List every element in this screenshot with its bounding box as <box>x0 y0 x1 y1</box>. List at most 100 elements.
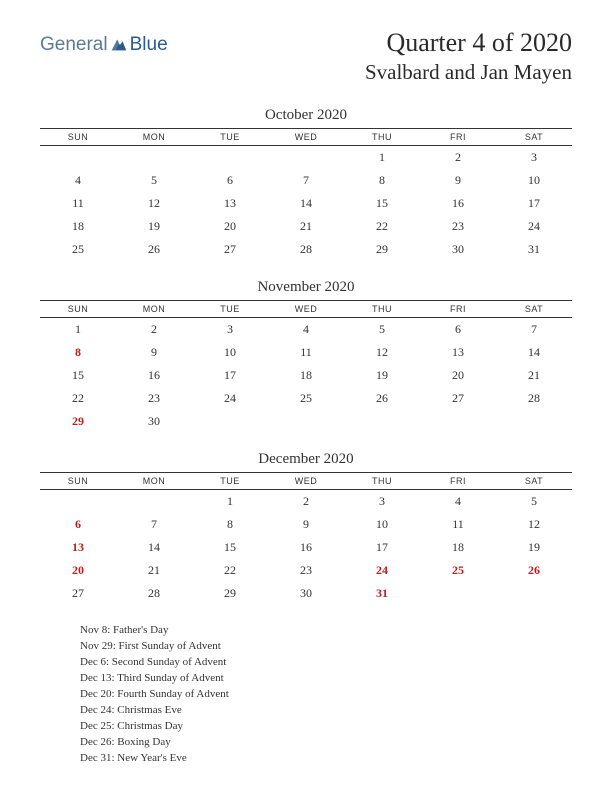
day-cell: 3 <box>496 146 572 170</box>
day-header: WED <box>268 129 344 146</box>
day-cell: 29 <box>192 582 268 605</box>
day-cell <box>344 410 420 433</box>
day-cell: 21 <box>496 364 572 387</box>
day-cell: 20 <box>420 364 496 387</box>
day-cell: 26 <box>116 238 192 261</box>
day-header: MON <box>116 301 192 318</box>
title-block: Quarter 4 of 2020 Svalbard and Jan Mayen <box>365 28 572 85</box>
day-cell: 6 <box>192 169 268 192</box>
day-cell: 15 <box>192 536 268 559</box>
day-cell: 5 <box>116 169 192 192</box>
day-cell: 16 <box>420 192 496 215</box>
day-cell: 15 <box>344 192 420 215</box>
day-cell: 5 <box>344 318 420 342</box>
day-cell: 22 <box>192 559 268 582</box>
day-cell: 29 <box>344 238 420 261</box>
day-header: THU <box>344 301 420 318</box>
day-cell: 30 <box>268 582 344 605</box>
day-cell: 3 <box>192 318 268 342</box>
day-cell: 30 <box>420 238 496 261</box>
day-cell: 13 <box>40 536 116 559</box>
day-cell: 6 <box>420 318 496 342</box>
logo: General Blue <box>40 34 168 56</box>
day-cell: 12 <box>344 341 420 364</box>
day-cell: 17 <box>344 536 420 559</box>
day-cell: 8 <box>40 341 116 364</box>
day-cell: 23 <box>420 215 496 238</box>
day-cell: 8 <box>344 169 420 192</box>
day-cell: 9 <box>116 341 192 364</box>
day-cell: 18 <box>420 536 496 559</box>
day-cell: 9 <box>268 513 344 536</box>
day-header: SAT <box>496 129 572 146</box>
holiday-entry: Dec 20: Fourth Sunday of Advent <box>80 687 572 703</box>
calendar-grid: SUNMONTUEWEDTHUFRISAT1234567891011121314… <box>40 472 572 605</box>
holidays-list: Nov 8: Father's DayNov 29: First Sunday … <box>40 623 572 766</box>
day-header: SAT <box>496 473 572 490</box>
page-title: Quarter 4 of 2020 <box>365 28 572 58</box>
month-block: October 2020SUNMONTUEWEDTHUFRISAT1234567… <box>40 107 572 261</box>
day-cell: 13 <box>420 341 496 364</box>
holiday-entry: Dec 26: Boxing Day <box>80 735 572 751</box>
day-cell: 17 <box>192 364 268 387</box>
day-cell: 11 <box>40 192 116 215</box>
day-header: THU <box>344 473 420 490</box>
months-container: October 2020SUNMONTUEWEDTHUFRISAT1234567… <box>40 107 572 605</box>
day-cell: 12 <box>116 192 192 215</box>
day-cell: 29 <box>40 410 116 433</box>
day-header: FRI <box>420 473 496 490</box>
day-cell: 26 <box>496 559 572 582</box>
day-cell <box>192 410 268 433</box>
day-header: SUN <box>40 473 116 490</box>
day-cell: 14 <box>116 536 192 559</box>
logo-text-general: General <box>40 34 108 56</box>
day-cell: 5 <box>496 490 572 514</box>
day-cell: 1 <box>40 318 116 342</box>
day-cell: 4 <box>420 490 496 514</box>
day-cell: 16 <box>116 364 192 387</box>
day-cell <box>40 490 116 514</box>
day-cell: 24 <box>192 387 268 410</box>
day-cell: 21 <box>116 559 192 582</box>
holiday-entry: Dec 31: New Year's Eve <box>80 751 572 767</box>
day-cell: 2 <box>420 146 496 170</box>
day-cell: 22 <box>40 387 116 410</box>
day-cell: 21 <box>268 215 344 238</box>
holiday-entry: Nov 29: First Sunday of Advent <box>80 639 572 655</box>
day-cell: 10 <box>496 169 572 192</box>
day-cell: 14 <box>268 192 344 215</box>
holiday-entry: Dec 13: Third Sunday of Advent <box>80 671 572 687</box>
day-header: SUN <box>40 301 116 318</box>
day-cell: 27 <box>40 582 116 605</box>
day-cell <box>116 146 192 170</box>
day-cell: 12 <box>496 513 572 536</box>
logo-text-blue: Blue <box>130 34 168 56</box>
holiday-entry: Dec 6: Second Sunday of Advent <box>80 655 572 671</box>
day-cell: 15 <box>40 364 116 387</box>
day-cell <box>268 410 344 433</box>
day-cell: 30 <box>116 410 192 433</box>
day-cell: 9 <box>420 169 496 192</box>
day-cell <box>420 410 496 433</box>
holiday-entry: Dec 24: Christmas Eve <box>80 703 572 719</box>
day-cell <box>40 146 116 170</box>
day-cell <box>192 146 268 170</box>
holiday-entry: Nov 8: Father's Day <box>80 623 572 639</box>
day-cell: 20 <box>192 215 268 238</box>
day-cell: 16 <box>268 536 344 559</box>
calendar-grid: SUNMONTUEWEDTHUFRISAT1234567891011121314… <box>40 300 572 433</box>
day-cell: 1 <box>192 490 268 514</box>
day-cell: 19 <box>344 364 420 387</box>
day-cell: 8 <box>192 513 268 536</box>
day-cell: 2 <box>116 318 192 342</box>
day-cell: 31 <box>344 582 420 605</box>
holiday-entry: Dec 25: Christmas Day <box>80 719 572 735</box>
calendar-grid: SUNMONTUEWEDTHUFRISAT1234567891011121314… <box>40 128 572 261</box>
day-cell: 4 <box>268 318 344 342</box>
page-subtitle: Svalbard and Jan Mayen <box>365 60 572 85</box>
day-cell: 7 <box>116 513 192 536</box>
day-cell <box>496 582 572 605</box>
logo-wave-icon <box>110 36 128 54</box>
day-header: WED <box>268 473 344 490</box>
day-header: MON <box>116 473 192 490</box>
